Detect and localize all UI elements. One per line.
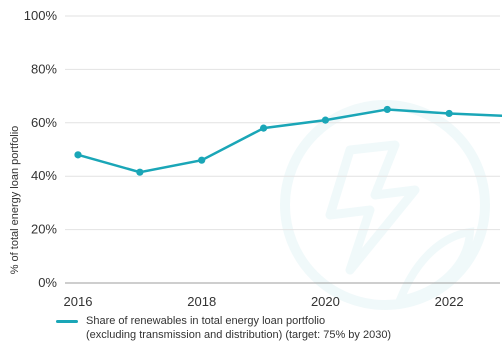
legend-label: Share of renewables in total energy loan… bbox=[86, 314, 486, 342]
x-tick-label: 2018 bbox=[187, 294, 216, 309]
y-tick-label: 80% bbox=[31, 61, 57, 76]
x-tick-label: 2022 bbox=[435, 294, 464, 309]
y-tick-label: 20% bbox=[31, 222, 57, 237]
y-tick-label: 40% bbox=[31, 168, 57, 183]
legend-swatch bbox=[56, 320, 78, 323]
x-axis-ticks: 2016 2018 2020 2022 bbox=[64, 294, 464, 309]
y-tick-label: 0% bbox=[38, 275, 57, 290]
y-tick-label: 100% bbox=[24, 8, 58, 23]
watermark-bolt-leaf-icon bbox=[280, 100, 490, 310]
data-point bbox=[198, 156, 206, 164]
y-axis-ticks: 0% 20% 40% 60% 80% 100% bbox=[24, 8, 58, 290]
legend: Share of renewables in total energy loan… bbox=[56, 314, 486, 342]
legend-label-line-1: Share of renewables in total energy loan… bbox=[86, 315, 326, 327]
series-line bbox=[77, 108, 502, 174]
y-tick-label: 60% bbox=[31, 115, 57, 130]
data-point bbox=[383, 105, 391, 114]
data-point bbox=[321, 116, 330, 124]
x-tick-label: 2020 bbox=[311, 294, 340, 309]
y-axis-label: % of total energy loan portfolio bbox=[9, 126, 21, 275]
gridlines bbox=[65, 15, 500, 284]
data-point bbox=[74, 151, 82, 159]
x-tick-label: 2016 bbox=[64, 294, 93, 309]
data-points bbox=[74, 105, 453, 176]
data-point bbox=[445, 109, 453, 118]
data-point bbox=[136, 168, 144, 176]
data-point bbox=[259, 124, 268, 132]
legend-label-line-2: (excluding transmission and distribution… bbox=[86, 329, 392, 341]
